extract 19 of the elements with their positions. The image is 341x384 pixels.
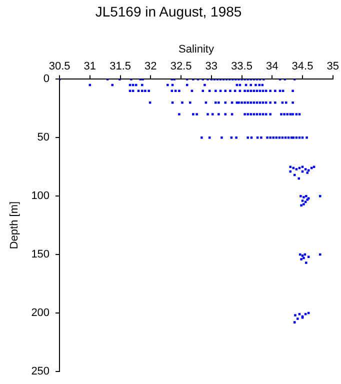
y-tick-label: 150 [31,248,50,261]
x-tick-label: 31.5 [110,60,132,73]
x-tick-label: 32.5 [170,60,192,73]
x-axis-title: Salinity [178,43,214,56]
x-tick-label: 30.5 [48,60,70,73]
y-tick-label: 200 [31,306,50,319]
x-tick-label: 33 [205,60,218,73]
y-tick-label: 50 [37,132,50,144]
y-tick-label: 100 [31,190,50,202]
x-tick-label: 31 [84,60,96,73]
y-tick-label: 0 [43,73,50,86]
x-tick-label: 34.5 [292,60,314,73]
x-tick-label: 34 [266,60,278,73]
x-tick-label: 33.5 [231,60,252,73]
chart-title: JL5169 in August, 1985 [95,3,242,20]
y-tick-label: 250 [31,365,50,378]
x-tick-label: 32 [144,60,157,73]
y-axis-title: Depth [m] [8,201,21,250]
x-tick-label: 35 [326,60,340,73]
